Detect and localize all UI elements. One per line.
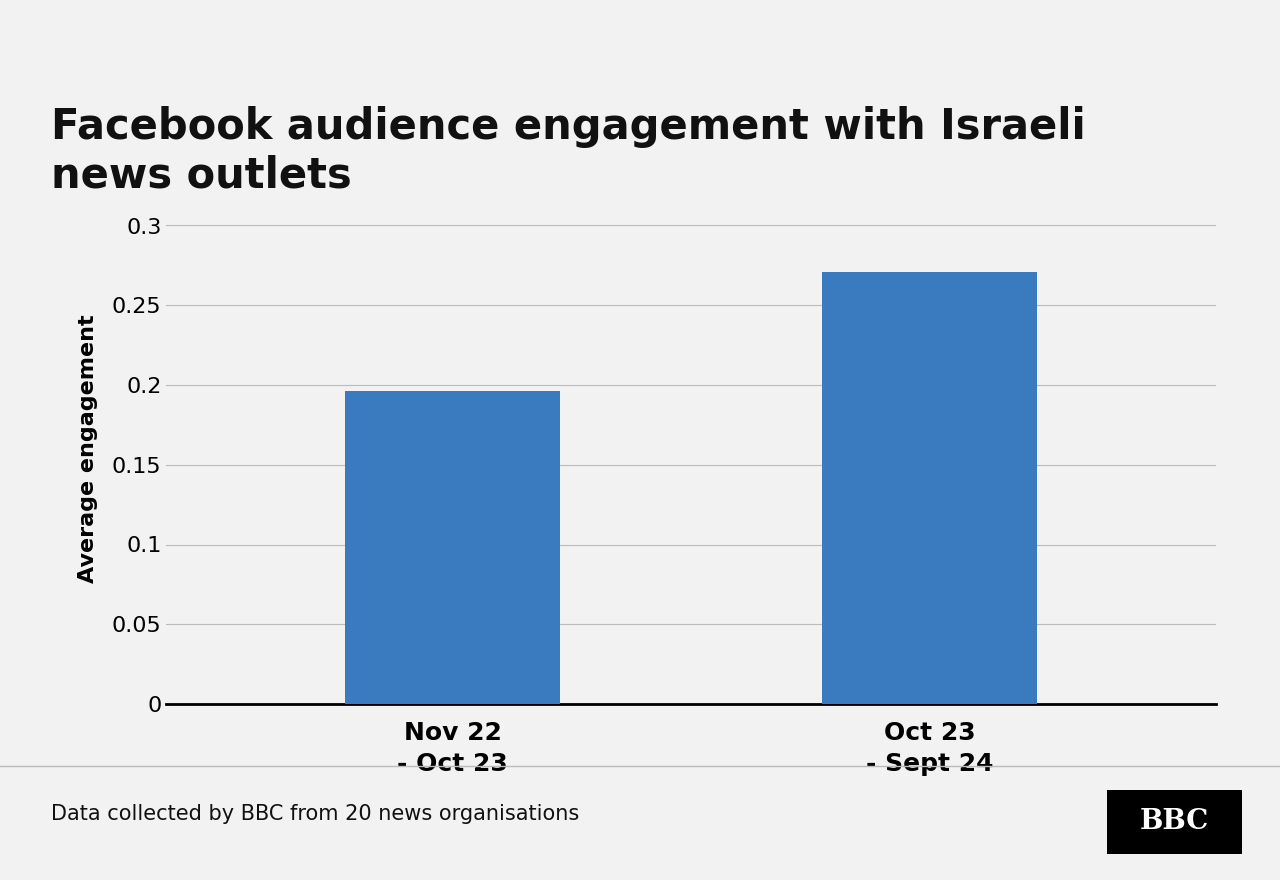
Bar [822, 272, 1037, 704]
Y-axis label: Average engagement: Average engagement [78, 314, 97, 583]
Text: Facebook audience engagement with Israeli
news outlets: Facebook audience engagement with Israel… [51, 106, 1085, 196]
Bar [346, 392, 561, 704]
Text: Data collected by BBC from 20 news organisations: Data collected by BBC from 20 news organ… [51, 804, 580, 824]
Text: BBC: BBC [1139, 809, 1210, 835]
